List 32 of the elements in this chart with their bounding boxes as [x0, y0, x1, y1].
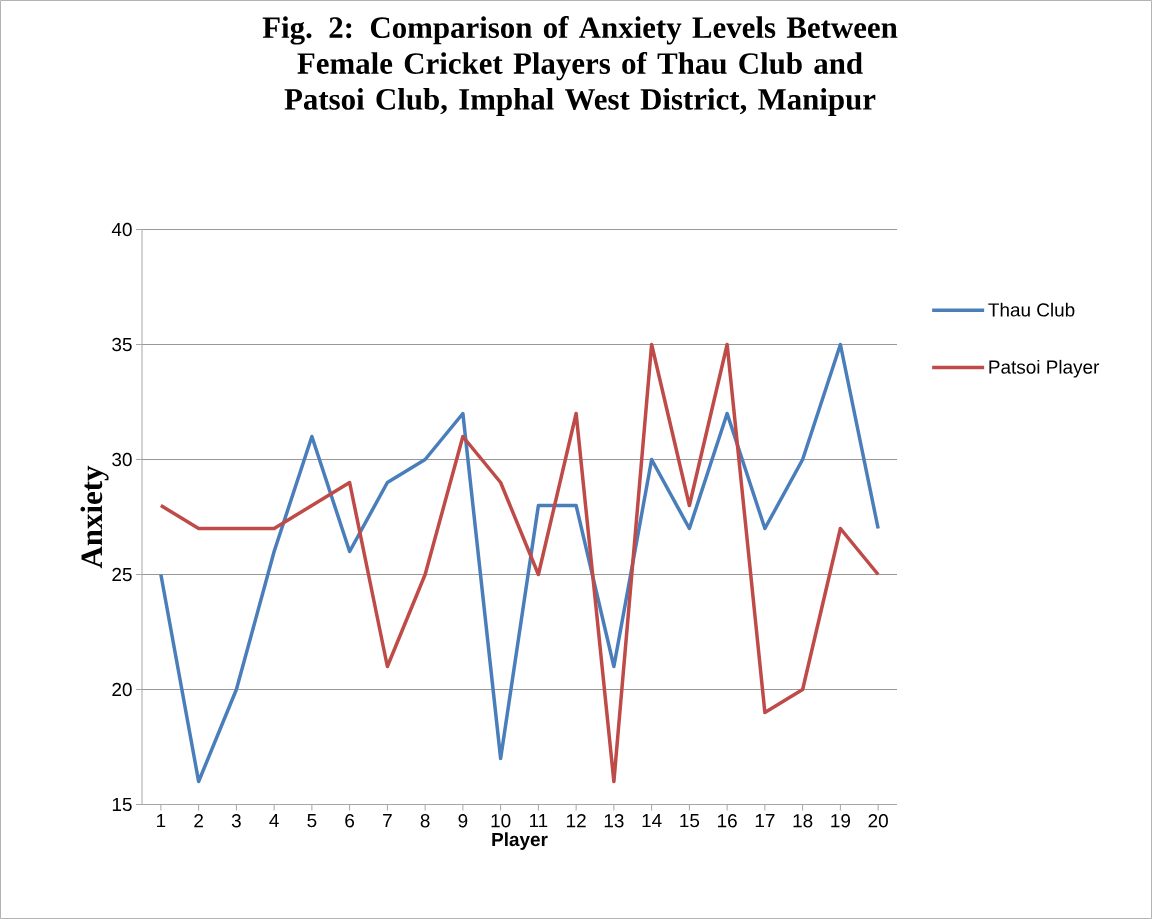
x-tick-label: 1 [157, 814, 166, 828]
x-tick-label: 7 [383, 814, 392, 828]
x-tick-label: 2 [194, 814, 203, 828]
y-tick-label: 25 [112, 567, 132, 582]
y-tick-label: 35 [112, 337, 132, 352]
y-tick-label: 30 [112, 452, 132, 467]
x-tick-label: 8 [420, 814, 430, 828]
y-tick-label: 20 [112, 682, 132, 697]
x-tick-label: 9 [458, 814, 468, 828]
line-series [159, 342, 880, 784]
x-tick-label: 11 [529, 814, 548, 828]
x-tick-label: 20 [868, 814, 888, 828]
x-tick-label: 10 [491, 814, 511, 828]
x-tick-label: 19 [831, 814, 851, 828]
x-tick-label: 18 [793, 814, 813, 828]
x-tick-label: 12 [567, 814, 586, 828]
x-tick-label: 13 [604, 814, 624, 828]
x-tick-label: 5 [307, 814, 317, 828]
x-tick-label: 14 [642, 814, 662, 828]
legend-label: Thau Club [988, 302, 1075, 317]
x-tick-label: 17 [755, 814, 775, 828]
x-tick-label: 15 [680, 814, 700, 828]
x-axis-title: Player [492, 832, 548, 850]
chart-title: Fig. 2: Comparison of Anxiety Levels Between Female Cricket Players of Thau Club and Patsoi Club, Imphal West District, Manipur [262, 16, 898, 117]
y-tick-label: 15 [112, 797, 132, 812]
legend-label: Patsoi Player [989, 359, 1100, 378]
x-tick-label: 3 [231, 814, 241, 828]
y-axis-title: Anxiety [80, 465, 109, 569]
x-tick-label: 6 [345, 814, 355, 828]
y-tick-label: 40 [111, 222, 132, 237]
x-tick-label: 16 [718, 814, 737, 828]
x-tick-label: 4 [269, 814, 279, 828]
